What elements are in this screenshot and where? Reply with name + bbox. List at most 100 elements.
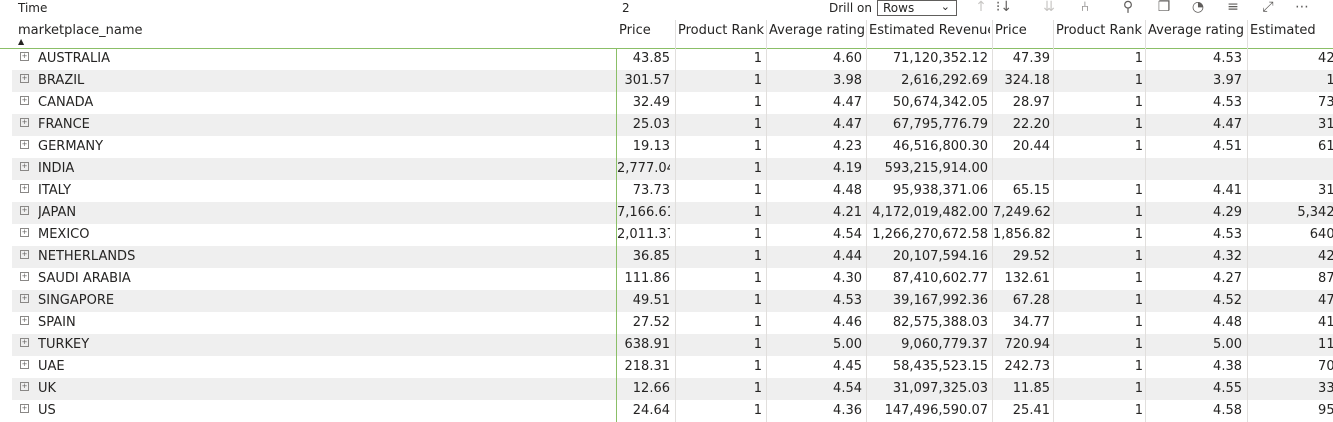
- copy-icon[interactable]: ❐: [1157, 0, 1171, 15]
- table-cell: 4.23: [833, 139, 862, 154]
- table-cell: 1: [753, 337, 762, 352]
- table-row: + FRANCE 25.03 1 4.47 67,795,776.79 22.20 1 4.47…: [12, 114, 1333, 136]
- table-cell: 1: [753, 315, 762, 330]
- table-cell: 2,616,292.69: [901, 73, 988, 88]
- expand-row-icon[interactable]: +: [20, 382, 29, 391]
- table-row: + GERMANY 19.13 1 4.23 46,516,800.30 20.44 1 4.5…: [12, 136, 1333, 158]
- table-cell: 4.53: [1213, 51, 1242, 66]
- table-cell: 5,342,9: [1297, 205, 1333, 220]
- column-header-5[interactable]: Price: [995, 23, 1027, 38]
- table-cell: 7,166.61: [617, 205, 670, 220]
- table-cell: 87,410,602.77: [892, 271, 988, 286]
- row-header-marketplace: FRANCE: [38, 117, 90, 132]
- table-row: + ITALY 73.73 1 4.48 95,938,371.06 65.15 1 4.41 3…: [12, 180, 1333, 202]
- table-cell: 24.64: [632, 403, 670, 418]
- row-header-marketplace: MEXICO: [38, 227, 90, 242]
- table-cell: 1: [753, 271, 762, 286]
- table-cell: 1: [753, 73, 762, 88]
- expand-row-icon[interactable]: +: [20, 338, 29, 347]
- expand-row-icon[interactable]: +: [20, 206, 29, 215]
- sort-ascending-icon[interactable]: ▲: [18, 37, 25, 46]
- column-header-row: ▲ marketplace_name Price Product Rank Avera…: [0, 18, 1333, 49]
- table-cell: 20.44: [1012, 139, 1050, 154]
- table-row: + MEXICO 2,011.37 1 4.54 1,266,270,672.58 1,85…: [12, 224, 1333, 246]
- expand-row-icon[interactable]: +: [20, 96, 29, 105]
- expand-row-icon[interactable]: +: [20, 140, 29, 149]
- focus-mode-icon[interactable]: ⤢: [1262, 0, 1274, 15]
- row-header-marketplace: ITALY: [38, 183, 72, 198]
- table-cell: 31,097,325.03: [892, 381, 988, 396]
- column-header-2[interactable]: Product Rank: [678, 23, 764, 38]
- expand-row-icon[interactable]: +: [20, 360, 29, 369]
- more-options-icon[interactable]: ⋯: [1295, 0, 1309, 15]
- chevron-down-icon: ⌄: [940, 0, 950, 13]
- expand-row-icon[interactable]: +: [20, 272, 29, 281]
- table-cell: 4.47: [833, 95, 862, 110]
- table-cell: 5.00: [833, 337, 862, 352]
- table-cell: 1: [753, 51, 762, 66]
- pin-icon[interactable]: ⚲: [1122, 0, 1134, 15]
- expand-row-icon[interactable]: +: [20, 162, 29, 171]
- table-cell: 11.85: [1012, 381, 1050, 396]
- expand-row-icon[interactable]: +: [20, 228, 29, 237]
- expand-row-icon[interactable]: +: [20, 52, 29, 61]
- table-cell: 4.47: [1213, 117, 1242, 132]
- table-cell: 301.57: [624, 73, 671, 88]
- column-divider: [616, 48, 617, 422]
- column-header-8[interactable]: Estimated: [1250, 23, 1316, 38]
- column-header-1[interactable]: Price: [619, 23, 651, 38]
- table-cell: 1: [1134, 337, 1143, 352]
- column-header-3[interactable]: Average rating: [769, 23, 864, 38]
- expand-row-icon[interactable]: +: [20, 250, 29, 259]
- table-cell: 4.58: [1213, 403, 1242, 418]
- expand-row-icon[interactable]: +: [20, 404, 29, 413]
- table-cell: 4.21: [833, 205, 862, 220]
- table-cell: 1: [753, 95, 762, 110]
- alert-icon[interactable]: ◔: [1191, 0, 1205, 15]
- expand-row-icon[interactable]: +: [20, 74, 29, 83]
- table-cell: 95,2: [1318, 403, 1333, 418]
- column-header-0[interactable]: marketplace_name: [18, 23, 143, 38]
- table-cell: 41,8: [1318, 315, 1333, 330]
- drill-up-icon[interactable]: ↑: [975, 0, 987, 15]
- table-cell: 720.94: [1004, 337, 1051, 352]
- expand-row-icon[interactable]: +: [20, 184, 29, 193]
- table-cell: 4.46: [833, 315, 862, 330]
- table-cell: 70,9: [1318, 359, 1333, 374]
- table-cell: 28.97: [1012, 95, 1050, 110]
- drill-on-select[interactable]: Rows ⌄: [877, 0, 957, 16]
- table-cell: 1: [753, 293, 762, 308]
- table-cell: 42,3: [1318, 51, 1333, 66]
- table-cell: 1: [753, 381, 762, 396]
- table-cell: 1: [1134, 249, 1143, 264]
- expand-row-icon[interactable]: +: [20, 118, 29, 127]
- table-cell: 4.36: [833, 403, 862, 418]
- expand-all-down-icon[interactable]: ⇊: [1043, 0, 1055, 15]
- table-row: + CANADA 32.49 1 4.47 50,674,342.05 28.97 1 4.53…: [12, 92, 1333, 114]
- table-cell: 1: [1134, 227, 1143, 242]
- expand-hierarchy-icon[interactable]: ⑃: [1080, 0, 1090, 15]
- table-cell: 1: [1134, 183, 1143, 198]
- expand-row-icon[interactable]: +: [20, 316, 29, 325]
- column-divider: [992, 20, 993, 422]
- row-header-marketplace: SPAIN: [38, 315, 76, 330]
- table-cell: 12.66: [632, 381, 670, 396]
- drill-down-icon[interactable]: ⁝↓: [995, 0, 1013, 15]
- table-cell: [1146, 158, 1242, 180]
- column-header-4[interactable]: Estimated Revenue: [869, 23, 990, 38]
- table-cell: 1,266,270,672.58: [872, 227, 988, 242]
- column-divider: [675, 20, 676, 422]
- table-cell: 47.39: [1012, 51, 1050, 66]
- column-header-6[interactable]: Product Rank: [1056, 23, 1142, 38]
- column-header-7[interactable]: Average rating: [1148, 23, 1244, 38]
- table-cell: 50,674,342.05: [892, 95, 988, 110]
- table-cell: 111.86: [624, 271, 671, 286]
- table-row: + UAE 218.31 1 4.45 58,435,523.15 242.73 1 4.38 7…: [12, 356, 1333, 378]
- table-cell: 1: [753, 227, 762, 242]
- table-cell: 22.20: [1012, 117, 1050, 132]
- row-header-marketplace: AUSTRALIA: [38, 51, 110, 66]
- table-row: + US 24.64 1 4.36 147,496,590.07 25.41 1 4.58 95,…: [12, 400, 1333, 422]
- expand-row-icon[interactable]: +: [20, 294, 29, 303]
- filter-icon[interactable]: ≡: [1227, 0, 1239, 15]
- table-cell: 36.85: [632, 249, 670, 264]
